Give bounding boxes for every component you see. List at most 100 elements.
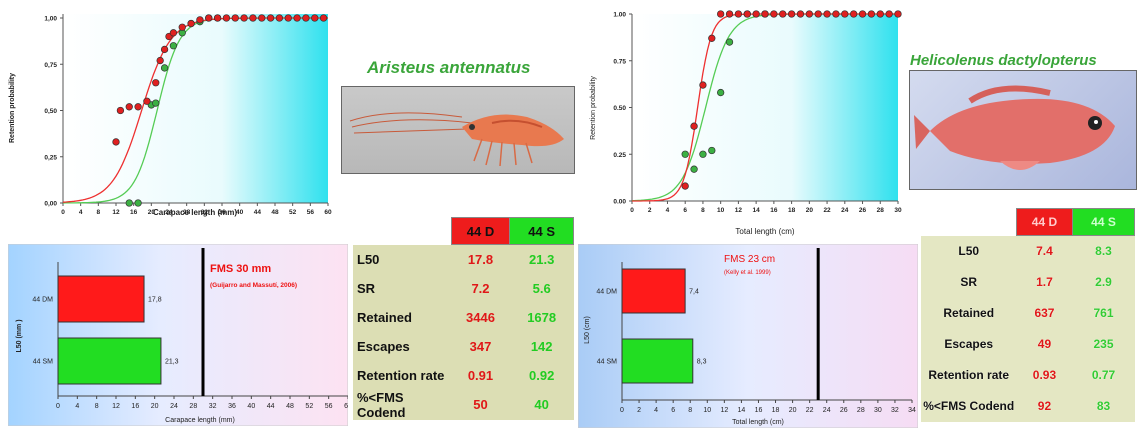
table-row: %<FMS Codend 50 40 [353,389,574,420]
data-point-44d [112,138,120,146]
x-tick-label: 34 [908,407,916,414]
data-point-44d [690,122,698,130]
x-tick-label: 20 [151,403,159,410]
x-tick-label: 12 [112,209,120,216]
data-point-44d [734,10,743,18]
data-point-44d [805,10,813,18]
data-point-44d [240,14,248,22]
value-44d: 0.91 [467,367,494,383]
row-label: %<FMS Codend [923,399,1015,413]
shrimp-photo [341,86,575,174]
data-point-44d [743,10,751,18]
header-44d: 44 D [450,217,511,245]
data-point-44d [858,10,867,18]
x-tick-label: 8 [701,207,705,214]
value-44d: 7.2 [471,280,490,296]
data-point-44d [850,10,858,18]
x-tick-label: 60 [324,209,332,216]
x-tick-label: 8 [688,407,692,414]
data-point-44d [213,14,222,22]
data-point-44d [770,10,778,18]
data-point-44d [681,182,689,190]
x-tick-label: 22 [823,207,831,214]
x-tick-label: 28 [857,407,865,414]
data-point-44d [699,81,707,89]
x-tick-label: 0 [630,207,634,214]
x-tick-label: 0 [56,403,60,410]
bar-value-label: 7,4 [689,289,699,296]
x-tick-label: 12 [720,407,728,414]
x-tick-label: 40 [236,209,244,216]
species-title-aristeus: Aristeus antennatus [367,58,531,77]
table-row: Escapes 347 142 [353,331,574,361]
value-44s: 0.77 [1091,368,1116,382]
bar-44-sm [621,338,694,384]
x-tick-label: 48 [271,209,279,216]
x-tick-label: 16 [755,407,763,414]
row-label: SR [960,275,978,289]
helicolenus-retention-chart: 0.000.250.500.751.00 0 2 4 6 8 10 12 14 16 18 20 22… [590,10,902,236]
helicolenus-stats-table: 44 D 44 S L50 7.4 8.3 SR 1.7 2.9 Retained 637 76… [921,208,1135,422]
x-tick-label: 30 [894,207,902,214]
category-label: 44 SM [33,359,53,366]
data-point-44s [725,38,734,46]
x-tick-label: 0 [620,407,624,414]
x-tick-label: 36 [228,403,236,410]
table-row: Retention rate 0.93 0.77 [921,359,1135,391]
row-label: L50 [958,244,980,258]
category-label: 44 DM [32,297,53,304]
y-axis-label: Retention probability [590,76,597,140]
data-point-44s [169,42,178,50]
fish-photo [909,70,1137,190]
y-tick-label: 0,50 [44,108,57,115]
x-tick-label: 20 [806,207,814,214]
data-point-44s [708,146,716,155]
x-tick-label: 0 [61,209,65,216]
y-tick-label: 1,00 [44,16,57,23]
y-axis-label: L50 (cm) [584,316,591,344]
header-44d: 44 D [1015,208,1074,236]
data-point-44d [178,23,186,31]
value-44d: 50 [473,397,488,412]
value-44d: 637 [1034,306,1055,320]
data-point-44s [690,165,698,173]
data-point-44d [761,10,769,18]
x-tick-label: 26 [840,407,848,414]
bar-44-sm [57,337,162,385]
data-point-44d [143,97,151,105]
x-tick-label: 24 [823,407,831,414]
x-tick-label: 10 [717,207,725,214]
value-44s: 142 [530,338,553,354]
fms-source: (Kelly et al. 1999) [724,270,771,276]
y-tick-label: 0,25 [44,154,57,161]
x-tick-label: 4 [79,209,83,216]
x-tick-label: 20 [148,209,156,216]
x-tick-label: 16 [131,403,139,410]
bar-44-dm [57,275,145,323]
value-44s: 5.6 [532,280,551,296]
x-tick-label: 12 [112,403,120,410]
species-title-helicolenus: Helicolenus dactylopterus [910,52,1097,69]
row-label: L50 [357,251,380,267]
y-tick-label: 0,75 [44,62,57,69]
x-tick-label: 14 [738,407,746,414]
value-44s: 83 [1096,399,1111,413]
data-point-44s [152,99,160,107]
data-point-44d [125,103,133,111]
value-44s: 8.3 [1095,244,1112,259]
x-tick-label: 40 [247,403,255,410]
helicolenus-l50-bar-chart: 0 2 4 6 8 10 12 14 16 18 20 22 24 26 28 30 32 34 44 DM 7,4… [578,244,918,428]
x-tick-label: 52 [305,403,313,410]
value-44d: 92 [1037,399,1052,413]
category-label: 44 SM [597,359,617,366]
x-tick-label: 30 [874,407,882,414]
header-44s: 44 S [1072,208,1135,236]
x-tick-label: 44 [267,403,275,410]
data-point-44s [681,150,689,158]
value-44s: 2.9 [1095,275,1112,289]
y-tick-label: 0.75 [613,58,626,65]
y-tick-label: 0,00 [44,201,57,208]
x-tick-label: 44 [254,209,262,216]
row-label: SR [357,280,376,296]
x-tick-label: 10 [703,407,711,414]
